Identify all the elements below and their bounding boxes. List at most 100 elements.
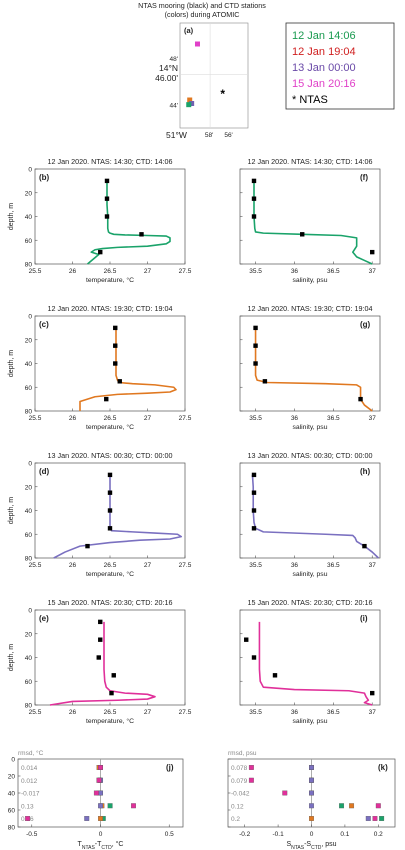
ytick-label: 20 [25,631,33,638]
xtick-label: 27.5 [179,268,192,275]
x-axis-label: TNTAS-TCTD, °C [78,840,124,850]
xtick-label: 36.5 [327,562,340,569]
x-axis-label-part: -S [304,841,311,848]
ctd-profile-line [86,180,171,265]
ytick-label: 80 [25,409,33,416]
legend-box [285,22,395,110]
plot-frame [239,462,381,559]
plot-frame [239,315,381,412]
ytick-label: 20 [8,774,16,781]
ntas-point [107,472,113,478]
x-axis-label-part: NTAS [291,845,305,850]
rmsd-value: 0.13 [21,803,34,810]
xtick-label: 26.5 [104,562,117,569]
legend-entry: * NTAS [292,94,328,106]
xtick-label: 27.5 [179,562,192,569]
x-axis-label: salinity, psu [292,277,327,284]
x-axis-label: temperature, °C [86,717,134,725]
xtick-label: 36 [291,562,299,569]
x-axis-label-part: NTAS [82,845,96,850]
ytick-label: 20 [25,190,33,197]
ytick-label: 0 [11,757,15,764]
map-frame [179,22,249,129]
ytick-label: 60 [25,532,33,539]
ytick-label: 0 [28,608,32,615]
ctd-profile-line [254,327,373,412]
ytick-label: 80 [8,825,16,832]
profile-panel: 15 Jan 2020. NTAS: 20:30; CTD: 20:16 0 20 4… [8,598,192,725]
ntas-point [111,673,116,678]
ctd-profile-line [258,621,373,706]
ytick-label: 40 [25,655,33,662]
xtick-label: 27.5 [179,415,192,422]
x-axis-label-part: , psu [321,841,336,848]
panel-title: 12 Jan 2020. NTAS: 19:30; CTD: 19:04 [48,304,173,313]
difference-point [131,803,136,809]
panel-letter: (d) [39,467,50,476]
ctd-profile-line [251,474,379,559]
panel-letter: (e) [39,614,49,623]
x-axis-label: temperature, °C [86,423,134,431]
legend-entry: 15 Jan 20:16 [292,78,356,90]
difference-point [96,777,102,783]
map-xlabel-deg: 51°W [166,130,187,140]
plot-frame [239,168,381,265]
rmsd-value: -0.042 [231,791,250,798]
ntas-point [251,655,257,660]
map-title-line1: NTAS mooring (black) and CTD stations [138,1,266,10]
legend-entry: 12 Jan 19:04 [292,46,356,58]
xtick-label: 26 [69,268,77,275]
xtick-label: 27 [144,415,152,422]
xtick-label: 35.5 [249,562,262,569]
difference-point [98,765,103,770]
ytick-label: 80 [25,556,33,563]
map-ylabel-deg: 14°N [159,63,178,73]
xtick-label: -0.1 [272,831,284,838]
ntas-point [262,379,268,384]
difference-point [98,816,103,821]
difference-panel: rmsd, psu 0.078 0.079 -0.042 0.12 0.2 -0.2 -0.1… [227,750,396,850]
rmsd-value: 0.12 [231,803,244,810]
difference-point [93,790,99,796]
difference-point [248,777,254,783]
xtick-label: 36.5 [327,709,340,716]
rmsd-value: 0.079 [231,778,248,785]
xtick-label: 26.5 [104,268,117,275]
panel-title: 15 Jan 2020. NTAS: 20:30; CTD: 20:16 [48,598,173,607]
plot-frame [34,315,186,412]
ntas-point [104,396,109,402]
map-panel-letter: (a) [184,26,194,35]
ntas-point [251,214,257,219]
difference-point [98,790,103,796]
difference-panel: rmsd, °C0.0140.012-0.0170.130.2602040608… [8,749,184,850]
map-station-marker [194,41,200,47]
ntas-point [253,343,258,348]
xtick-label: 26 [69,415,77,422]
ctd-profile-line [53,474,183,559]
difference-point [309,777,314,783]
y-axis-label: depth, m [8,644,15,671]
ntas-point [362,543,367,549]
x-axis-label-part: CTD [311,845,322,850]
ytick-label: 40 [25,214,33,221]
difference-point [339,803,345,809]
ntas-point [107,490,113,495]
xtick-label: 35.5 [249,415,262,422]
ytick-label: 20 [25,484,33,491]
difference-point [84,816,90,821]
panel-letter: (k) [378,763,388,772]
difference-point [309,765,314,770]
map-station-marker [186,102,192,108]
panel-letter: (i) [360,614,368,623]
ntas-point [107,508,113,513]
ntas-point [251,472,257,478]
profile-panel: 12 Jan 2020. NTAS: 14:30; CTD: 14:06 0 20 4… [8,157,192,284]
x-axis-label-part: S [286,841,291,848]
ctd-profile-line [79,327,177,411]
ytick-label: 60 [25,385,33,392]
panel-title: 12 Jan 2020. NTAS: 14:30; CTD: 14:06 [248,157,373,166]
profile-panel: 12 Jan 2020. NTAS: 19:30; CTD: 19:04 0 20 4… [8,304,192,431]
panel-letter: (c) [39,320,49,329]
map-ntas-marker: * [220,87,225,101]
rmsd-value: 0.078 [231,765,248,772]
